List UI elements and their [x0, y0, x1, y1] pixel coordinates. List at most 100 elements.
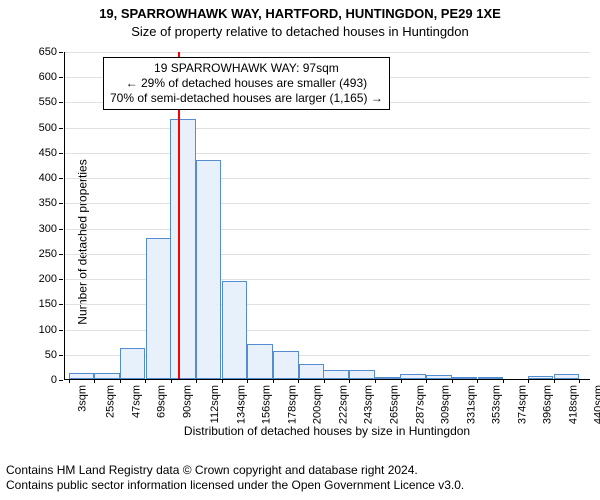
x-tick-label: 331sqm — [465, 385, 477, 424]
footer-line-1: Contains HM Land Registry data © Crown c… — [6, 463, 464, 479]
x-axis-label: Distribution of detached houses by size … — [64, 424, 590, 438]
x-tick-label: 396sqm — [542, 385, 554, 424]
y-tick — [59, 279, 63, 280]
histogram-bar — [349, 370, 375, 379]
x-tick-label: 156sqm — [261, 385, 273, 424]
x-tick — [349, 379, 350, 383]
x-tick-label: 353sqm — [491, 385, 503, 424]
title-line-1: 19, SPARROWHAWK WAY, HARTFORD, HUNTINGDO… — [0, 6, 600, 21]
gridline — [65, 52, 590, 53]
x-tick — [375, 379, 376, 383]
histogram-bar — [323, 370, 349, 379]
y-tick — [59, 254, 63, 255]
x-tick — [477, 379, 478, 383]
y-tick-label: 200 — [39, 273, 57, 285]
y-tick — [59, 229, 63, 230]
histogram-bar — [528, 376, 554, 379]
x-tick — [503, 379, 504, 383]
histogram-bar — [170, 119, 196, 379]
histogram-bar — [478, 377, 504, 379]
x-tick — [324, 379, 325, 383]
x-tick-label: 265sqm — [389, 385, 401, 424]
chart-area: Number of detached properties 0501001502… — [0, 44, 600, 440]
gridline — [65, 304, 590, 305]
x-tick — [401, 379, 402, 383]
y-tick — [59, 304, 63, 305]
x-tick-label: 3sqm — [76, 385, 88, 412]
histogram-bar — [247, 344, 273, 379]
y-tick — [59, 330, 63, 331]
y-tick-label: 600 — [39, 71, 57, 83]
histogram-bar — [554, 374, 580, 379]
x-tick-label: 25sqm — [105, 385, 117, 418]
x-tick-label: 69sqm — [156, 385, 168, 418]
x-tick-label: 243sqm — [363, 385, 375, 424]
y-tick-label: 550 — [39, 96, 57, 108]
gridline — [65, 279, 590, 280]
x-tick-label: 200sqm — [312, 385, 324, 424]
x-tick — [69, 379, 70, 383]
x-tick-label: 134sqm — [235, 385, 247, 424]
footer: Contains HM Land Registry data © Crown c… — [6, 463, 464, 494]
gridline — [65, 153, 590, 154]
x-tick-label: 47sqm — [130, 385, 142, 418]
info-box: 19 SPARROWHAWK WAY: 97sqm ← 29% of detac… — [103, 57, 390, 110]
y-tick — [59, 178, 63, 179]
y-tick-label: 650 — [39, 46, 57, 58]
info-line-2: ← 29% of detached houses are smaller (49… — [110, 76, 383, 91]
y-tick-label: 50 — [45, 349, 57, 361]
y-tick — [59, 52, 63, 53]
histogram-bar — [196, 160, 222, 380]
y-tick-label: 450 — [39, 147, 57, 159]
y-tick-label: 150 — [39, 298, 57, 310]
y-tick — [59, 102, 63, 103]
plot-region: 0501001502002503003504004505005506006503… — [64, 52, 590, 380]
y-tick-label: 400 — [39, 172, 57, 184]
histogram-bar — [120, 348, 146, 379]
x-tick — [94, 379, 95, 383]
x-tick-label: 418sqm — [567, 385, 579, 424]
x-tick — [145, 379, 146, 383]
histogram-bar — [452, 377, 478, 379]
x-tick-label: 90sqm — [181, 385, 193, 418]
x-tick-label: 222sqm — [337, 385, 349, 424]
y-tick-label: 100 — [39, 324, 57, 336]
y-tick — [59, 203, 63, 204]
x-tick-label: 440sqm — [593, 385, 600, 424]
histogram-bar — [222, 281, 248, 379]
histogram-bar — [94, 373, 120, 379]
y-tick — [59, 128, 63, 129]
gridline — [65, 330, 590, 331]
y-tick — [59, 77, 63, 78]
y-tick — [59, 153, 63, 154]
gridline — [65, 178, 590, 179]
gridline — [65, 128, 590, 129]
gridline — [65, 254, 590, 255]
x-tick — [273, 379, 274, 383]
y-tick — [59, 355, 63, 356]
title-line-2: Size of property relative to detached ho… — [0, 24, 600, 39]
x-tick-label: 287sqm — [414, 385, 426, 424]
histogram-bar — [273, 351, 299, 379]
y-tick-label: 500 — [39, 122, 57, 134]
histogram-bar — [400, 374, 426, 379]
x-tick-label: 112sqm — [209, 385, 221, 423]
histogram-bar — [299, 364, 325, 379]
x-tick — [196, 379, 197, 383]
y-tick-label: 350 — [39, 197, 57, 209]
x-tick — [426, 379, 427, 383]
x-tick — [120, 379, 121, 383]
histogram-bar — [375, 377, 401, 379]
histogram-bar — [69, 373, 95, 379]
x-tick-label: 309sqm — [440, 385, 452, 424]
y-tick-label: 0 — [51, 374, 57, 386]
gridline — [65, 203, 590, 204]
chart-container: 19, SPARROWHAWK WAY, HARTFORD, HUNTINGDO… — [0, 0, 600, 500]
x-tick-label: 178sqm — [286, 385, 298, 424]
x-tick — [554, 379, 555, 383]
footer-line-2: Contains public sector information licen… — [6, 478, 464, 494]
y-tick — [59, 380, 63, 381]
info-line-1: 19 SPARROWHAWK WAY: 97sqm — [110, 61, 383, 76]
gridline — [65, 229, 590, 230]
histogram-bar — [146, 238, 172, 379]
